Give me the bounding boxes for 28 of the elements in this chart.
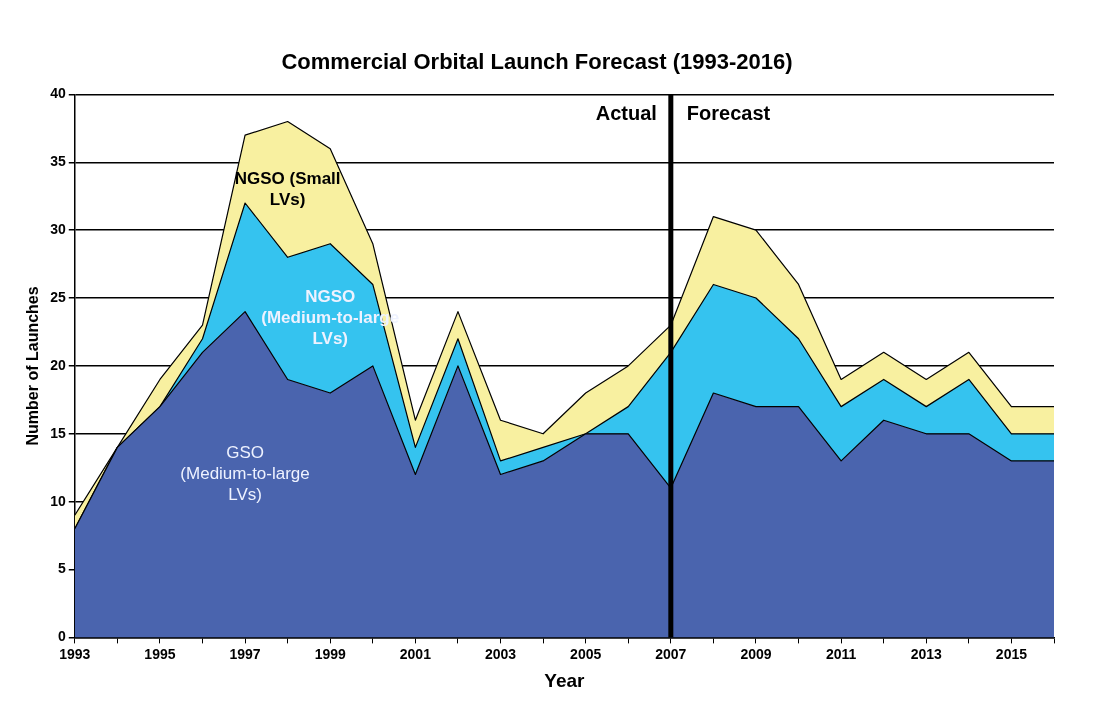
series-label: GSO (Medium-to-large LVs) (180, 443, 310, 505)
y-tick-label: 20 (50, 356, 66, 373)
y-tick-label: 25 (50, 288, 66, 305)
x-tick-label: 2001 (399, 645, 432, 662)
x-tick-label: 2003 (484, 645, 517, 662)
x-tick-label: 2009 (740, 645, 772, 662)
chart-title: Commercial Orbital Launch Forecast (1993-2016) (281, 49, 793, 75)
annotation: Forecast (686, 101, 771, 124)
y-tick-label: 0 (57, 628, 66, 645)
x-tick-label: 2013 (910, 645, 943, 662)
x-tick-label: 2011 (825, 645, 857, 662)
x-axis-title: Year (544, 669, 586, 691)
annotation: Actual (595, 101, 657, 124)
x-tick-label: 1997 (229, 645, 261, 662)
series-label: NGSO (Small LVs) (234, 168, 341, 209)
y-tick-label: 35 (50, 153, 66, 170)
x-tick-label: 2015 (995, 645, 1028, 662)
x-tick-label: 2007 (655, 645, 687, 662)
y-tick-label: 15 (50, 424, 66, 441)
y-tick-label: 10 (50, 492, 66, 509)
x-tick-label: 1995 (144, 645, 176, 662)
x-tick-label: 1993 (59, 645, 91, 662)
y-tick-label: 5 (57, 560, 66, 577)
x-tick-label: 2005 (570, 645, 602, 662)
y-tick-label: 40 (50, 85, 66, 102)
y-tick-label: 30 (50, 221, 66, 238)
x-tick-label: 1999 (314, 645, 346, 662)
y-axis-title: Number of Launches (24, 286, 42, 446)
